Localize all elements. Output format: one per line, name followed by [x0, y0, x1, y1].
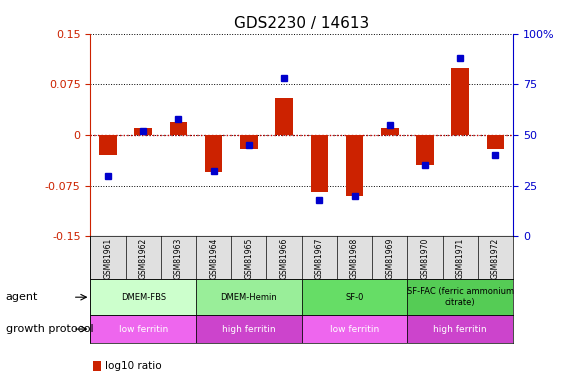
Text: GSM81964: GSM81964 — [209, 237, 218, 279]
Text: log10 ratio: log10 ratio — [105, 361, 161, 370]
Bar — [408, 315, 513, 343]
Bar — [408, 279, 513, 315]
Text: DMEM-Hemin: DMEM-Hemin — [220, 292, 278, 302]
Bar — [90, 279, 196, 315]
Text: GSM81971: GSM81971 — [456, 237, 465, 279]
Text: GSM81970: GSM81970 — [420, 237, 430, 279]
Text: high ferritin: high ferritin — [222, 324, 276, 334]
Bar — [240, 135, 258, 148]
Text: GSM81961: GSM81961 — [103, 237, 113, 279]
Bar — [346, 135, 363, 196]
Text: GSM81972: GSM81972 — [491, 237, 500, 279]
Bar — [302, 315, 408, 343]
Text: DMEM-FBS: DMEM-FBS — [121, 292, 166, 302]
Text: high ferritin: high ferritin — [433, 324, 487, 334]
Text: agent: agent — [6, 292, 38, 302]
Text: GSM81965: GSM81965 — [244, 237, 254, 279]
Text: GSM81967: GSM81967 — [315, 237, 324, 279]
Bar — [275, 98, 293, 135]
Bar — [196, 315, 302, 343]
Text: GSM81968: GSM81968 — [350, 237, 359, 279]
Text: SF-FAC (ferric ammonium
citrate): SF-FAC (ferric ammonium citrate) — [407, 288, 514, 307]
Bar — [302, 279, 408, 315]
Bar — [196, 279, 302, 315]
Text: GSM81969: GSM81969 — [385, 237, 394, 279]
Bar — [487, 135, 504, 148]
Text: GSM81963: GSM81963 — [174, 237, 183, 279]
Text: GSM81962: GSM81962 — [139, 237, 147, 279]
Bar — [381, 128, 399, 135]
Title: GDS2230 / 14613: GDS2230 / 14613 — [234, 16, 369, 31]
Bar — [451, 68, 469, 135]
Bar — [135, 128, 152, 135]
Text: SF-0: SF-0 — [345, 292, 364, 302]
Text: low ferritin: low ferritin — [330, 324, 379, 334]
Bar — [90, 315, 196, 343]
Bar — [416, 135, 434, 165]
Text: low ferritin: low ferritin — [118, 324, 168, 334]
Bar — [311, 135, 328, 192]
Text: GSM81966: GSM81966 — [280, 237, 289, 279]
Bar — [99, 135, 117, 155]
Bar — [170, 122, 187, 135]
Text: growth protocol: growth protocol — [6, 324, 93, 334]
Bar — [205, 135, 223, 172]
